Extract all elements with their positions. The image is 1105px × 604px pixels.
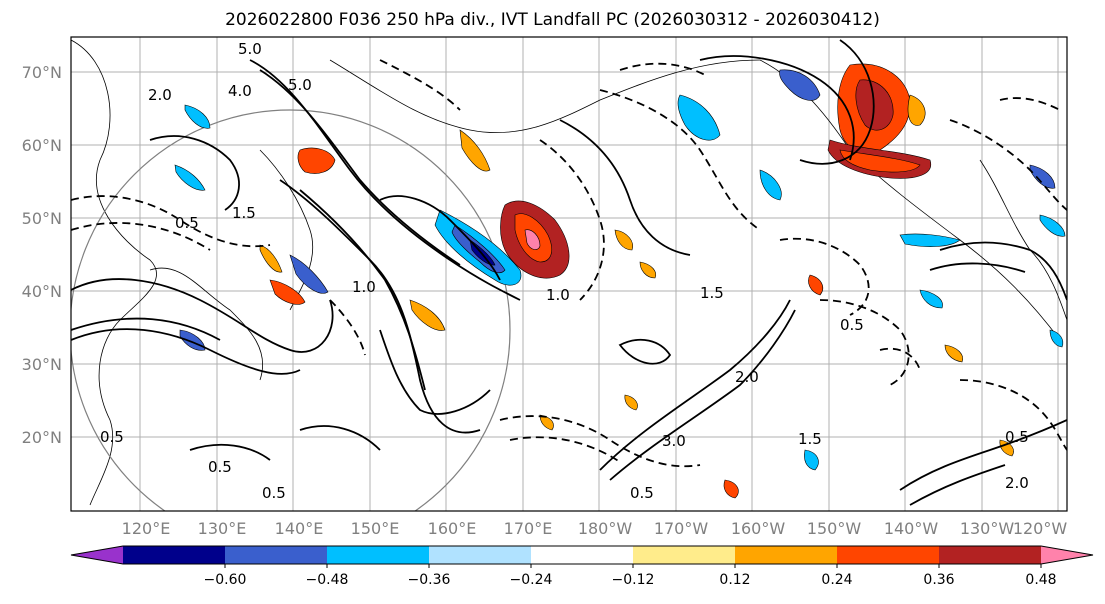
map-frame [70, 36, 1068, 512]
contour-label: 4.0 [228, 82, 252, 100]
contour-label: 0.5 [262, 484, 286, 502]
lon-label: 170°W [654, 519, 709, 538]
contour-label: 5.0 [238, 40, 262, 58]
contour-label: 1.0 [546, 286, 570, 304]
contour-label: 3.0 [662, 432, 686, 450]
colorbar-tick-label: 0.12 [719, 572, 750, 588]
lon-label: 140°W [884, 519, 939, 538]
colorbar-segment [531, 546, 634, 564]
colorbar-extend-low [71, 546, 123, 564]
contour-label: 0.5 [630, 484, 654, 502]
colorbar-outline [70, 545, 1094, 565]
contour-label: 0.5 [1005, 428, 1029, 446]
lon-label: 160°W [731, 519, 786, 538]
lon-label: 170°E [504, 519, 553, 538]
colorbar-tick-label: 0.24 [821, 572, 852, 588]
contour-label: 1.5 [798, 430, 822, 448]
colorbar-tick-label: −0.24 [510, 572, 553, 588]
lat-label: 60°N [22, 136, 62, 155]
longitude-labels: 120°E 130°E 140°E 150°E 160°E 170°E 180°… [122, 519, 1068, 538]
lat-label: 70°N [22, 63, 62, 82]
contour-labels: 5.0 2.0 4.0 5.0 1.5 1.0 0.5 0.5 0.5 1.0 … [100, 40, 1029, 502]
colorbar-segment [123, 546, 226, 564]
contour-label: 0.5 [175, 214, 199, 232]
colorbar-tick-label: −0.36 [408, 572, 451, 588]
coastlines [71, 39, 1067, 506]
divergence-shading [174, 63, 1066, 499]
ivt-contours-solid [71, 39, 1067, 506]
lon-label: 120°E [122, 519, 171, 538]
lat-label: 40°N [22, 282, 62, 301]
contour-label: 1.0 [352, 278, 376, 296]
lat-label: 50°N [22, 209, 62, 228]
colorbar-segment [939, 546, 1042, 564]
lon-label: 130°W [960, 519, 1015, 538]
colorbar-tick-label: −0.60 [204, 572, 247, 588]
colorbar-tick-label: −0.48 [306, 572, 349, 588]
ivt-contours-dashed [71, 59, 1067, 468]
contour-label: 2.0 [1005, 474, 1029, 492]
colorbar-tick-label: −0.12 [612, 572, 655, 588]
lon-label: 130°E [198, 519, 247, 538]
map-plot-area [71, 37, 1067, 511]
contour-label: 1.5 [700, 284, 724, 302]
lon-label: 140°E [275, 519, 324, 538]
latitude-labels: 70°N 60°N 50°N 40°N 30°N 20°N [22, 63, 62, 447]
colorbar-tick-label: 0.48 [1025, 572, 1056, 588]
colorbar-segment [327, 546, 430, 564]
contour-label: 2.0 [148, 86, 172, 104]
contour-label: 5.0 [288, 76, 312, 94]
colorbar-extend-high [1041, 546, 1093, 564]
colorbar-segment [837, 546, 940, 564]
lon-label: 150°W [807, 519, 862, 538]
colorbar-segment [633, 546, 736, 564]
contour-label: 0.5 [208, 458, 232, 476]
contour-label: 0.5 [840, 316, 864, 334]
lon-label: 180°W [578, 519, 633, 538]
contour-label: 2.0 [735, 368, 759, 386]
map-title: 2026022800 F036 250 hPa div., IVT Landfa… [225, 10, 880, 30]
lat-label: 20°N [22, 428, 62, 447]
lon-label: 150°E [351, 519, 400, 538]
lat-label: 30°N [22, 355, 62, 374]
colorbar-segment [429, 546, 532, 564]
colorbar-tick-label: 0.36 [923, 572, 954, 588]
lon-label: 160°E [428, 519, 477, 538]
contour-label: 0.5 [100, 428, 124, 446]
colorbar: −0.60 −0.48 −0.36 −0.24 −0.12 0.12 0.24 0.36 0.4… [70, 545, 1094, 588]
colorbar-segment [225, 546, 328, 564]
lon-label: 120°W [1013, 519, 1068, 538]
colorbar-segment [735, 546, 838, 564]
landfall-ring [71, 109, 511, 511]
contour-label: 1.5 [232, 204, 256, 222]
gridlines [71, 37, 1067, 511]
